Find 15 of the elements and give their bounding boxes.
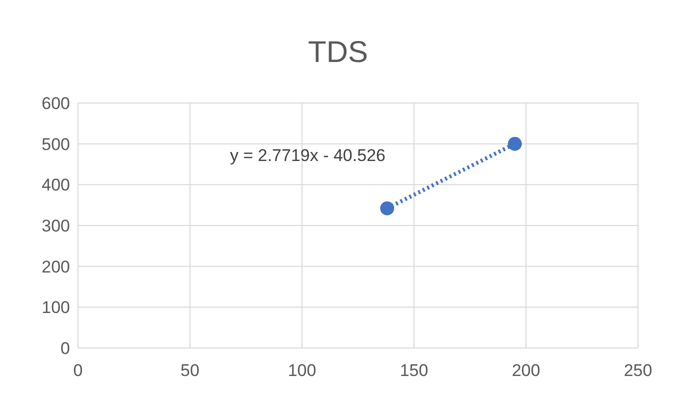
y-tick-label: 500: [42, 134, 70, 154]
y-tick-label: 300: [42, 216, 70, 236]
annotation: y = 2.7719x - 40.526: [230, 146, 386, 166]
y-tick-label: 100: [42, 298, 70, 318]
x-tick-label: 250: [624, 361, 652, 380]
y-tick-label: 400: [42, 176, 70, 195]
x-tick-label: 50: [180, 361, 200, 380]
y-tick-label: 200: [42, 257, 70, 276]
chart-title: TDS: [307, 36, 369, 70]
y-tick-label: 600: [42, 94, 70, 114]
y-tick-label: 0: [60, 339, 70, 358]
x-tick-label: 150: [400, 361, 428, 380]
x-tick-label: 100: [288, 361, 316, 380]
x-tick-label: 200: [512, 361, 540, 380]
x-tick-label: 0: [73, 361, 83, 380]
